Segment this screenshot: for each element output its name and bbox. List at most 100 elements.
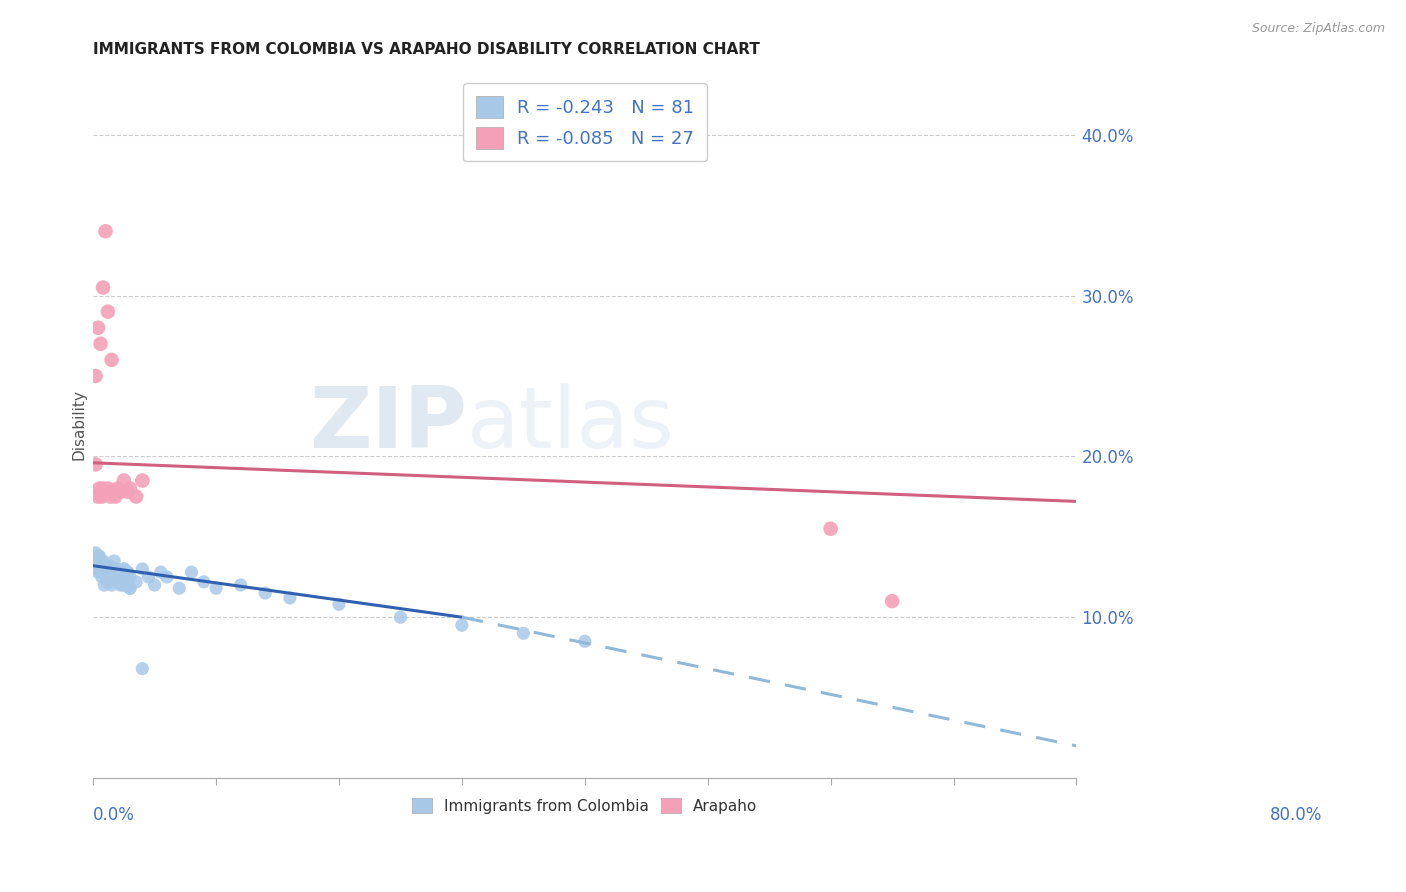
Point <box>108 570 131 584</box>
Point <box>90 562 112 576</box>
Point <box>100 565 122 579</box>
Point <box>87 490 110 504</box>
Point <box>100 352 122 367</box>
Point <box>86 562 108 576</box>
Point <box>97 304 120 318</box>
Point <box>97 482 120 496</box>
Point <box>97 570 120 584</box>
Point <box>89 549 111 563</box>
Point <box>96 570 118 584</box>
Point <box>110 565 132 579</box>
Point <box>101 484 124 499</box>
Point <box>328 597 350 611</box>
Point <box>167 581 190 595</box>
Point <box>125 574 148 589</box>
Point <box>90 562 112 576</box>
Point <box>100 570 122 584</box>
Point <box>103 554 125 568</box>
Point <box>84 368 107 383</box>
Point <box>86 554 108 568</box>
Point <box>105 565 128 579</box>
Point <box>96 565 118 579</box>
Point <box>229 578 252 592</box>
Point <box>205 581 228 595</box>
Point <box>117 565 139 579</box>
Point <box>103 562 125 576</box>
Point <box>87 320 110 334</box>
Point <box>114 570 136 584</box>
Point <box>118 578 141 592</box>
Point <box>115 574 138 589</box>
Point <box>110 484 132 499</box>
Point <box>104 570 127 584</box>
Point <box>112 578 135 592</box>
Point <box>117 565 139 579</box>
Point <box>89 558 111 573</box>
Point <box>451 618 474 632</box>
Point <box>87 565 110 579</box>
Point <box>574 634 596 648</box>
Point <box>100 578 122 592</box>
Point <box>91 482 114 496</box>
Point <box>104 490 127 504</box>
Point <box>91 280 114 294</box>
Text: atlas: atlas <box>467 383 675 466</box>
Point <box>98 558 121 573</box>
Point <box>143 578 166 592</box>
Y-axis label: Disability: Disability <box>72 389 86 459</box>
Point <box>120 581 142 595</box>
Point <box>107 565 129 579</box>
Point <box>89 482 111 496</box>
Point <box>104 570 127 584</box>
Point <box>107 482 129 496</box>
Text: IMMIGRANTS FROM COLOMBIA VS ARAPAHO DISABILITY CORRELATION CHART: IMMIGRANTS FROM COLOMBIA VS ARAPAHO DISA… <box>93 42 761 57</box>
Point <box>97 562 120 576</box>
Text: 80.0%: 80.0% <box>1270 806 1322 824</box>
Point <box>98 565 121 579</box>
Point <box>89 554 111 568</box>
Point <box>100 570 122 584</box>
Point <box>105 574 128 589</box>
Point <box>94 224 117 238</box>
Point <box>107 574 129 589</box>
Point <box>91 554 114 568</box>
Point <box>112 562 135 576</box>
Point <box>125 490 148 504</box>
Point <box>512 626 534 640</box>
Point <box>149 565 172 579</box>
Point <box>111 578 134 592</box>
Point <box>101 565 124 579</box>
Point <box>93 578 115 592</box>
Point <box>112 562 135 576</box>
Point <box>90 490 112 504</box>
Point <box>254 586 277 600</box>
Point <box>94 484 117 499</box>
Point <box>90 570 112 584</box>
Point <box>880 594 903 608</box>
Point <box>193 574 215 589</box>
Point <box>101 562 124 576</box>
Point <box>131 562 153 576</box>
Point <box>138 570 160 584</box>
Legend: Immigrants from Colombia, Arapaho: Immigrants from Colombia, Arapaho <box>406 792 763 820</box>
Text: Source: ZipAtlas.com: Source: ZipAtlas.com <box>1251 22 1385 36</box>
Point <box>180 565 202 579</box>
Point <box>100 570 122 584</box>
Point <box>94 562 117 576</box>
Point <box>104 562 127 576</box>
Point <box>93 557 115 571</box>
Point <box>112 474 135 488</box>
Point <box>90 484 112 499</box>
Point <box>110 578 132 592</box>
Point <box>90 565 112 579</box>
Point <box>90 562 112 576</box>
Point <box>94 562 117 576</box>
Point <box>87 549 110 563</box>
Point <box>84 458 107 472</box>
Point <box>100 490 122 504</box>
Point <box>110 574 132 589</box>
Point <box>278 591 301 605</box>
Point <box>90 336 112 351</box>
Point <box>120 570 142 584</box>
Point <box>94 565 117 579</box>
